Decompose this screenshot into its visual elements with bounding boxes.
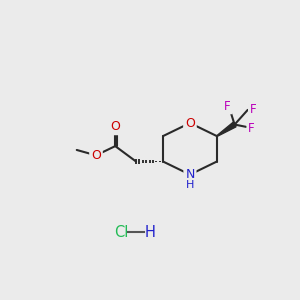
Text: F: F — [248, 122, 255, 135]
Text: N: N — [185, 168, 195, 181]
Polygon shape — [217, 122, 236, 136]
Text: H: H — [186, 180, 194, 190]
Text: O: O — [185, 116, 195, 130]
Text: F: F — [224, 100, 231, 112]
Text: F: F — [250, 103, 256, 116]
Text: Cl: Cl — [114, 225, 129, 240]
Text: O: O — [91, 149, 101, 162]
Text: H: H — [145, 225, 155, 240]
Text: O: O — [110, 120, 120, 134]
